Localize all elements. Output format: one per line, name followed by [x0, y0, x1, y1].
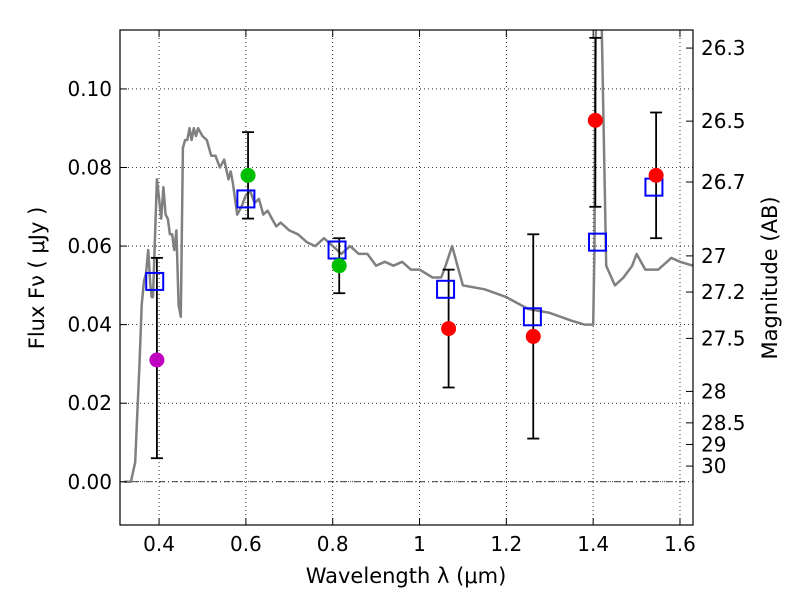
x-tick-label: 1.4	[577, 532, 609, 556]
axes-layer: 0.4 0.6 0.8 1 1.2 1.4 1.6 0.00 0.02 0.04 0.06 0.08 0…	[67, 29, 746, 556]
model-photometry-square	[588, 232, 607, 252]
mag-tick-label: 27	[701, 244, 726, 268]
x-tick-label: 1.6	[664, 532, 696, 556]
mag-tick-label: 30	[701, 454, 726, 478]
model-photometry-square	[522, 307, 542, 327]
y-axis-label: Flux Fν ( μJy )	[25, 207, 49, 350]
x-tick-label: 0.6	[230, 532, 262, 556]
model-photometry-square	[327, 240, 347, 260]
mag-tick-label: 26.3	[701, 36, 746, 60]
x-tick-label: 1.2	[490, 532, 522, 556]
plot-layer	[124, 30, 693, 484]
mag-tick-label: 27.5	[701, 326, 746, 350]
y-axis-right-label: Magnitude (AB)	[758, 196, 782, 359]
sed-model-line	[124, 30, 693, 484]
mag-tick-label: 26.7	[701, 170, 746, 194]
mag-tick-label: 27.2	[701, 280, 746, 304]
x-axis-label: Wavelength λ (μm)	[306, 564, 507, 588]
x-tick-label: 0.4	[143, 532, 175, 556]
model-photometry-square	[436, 279, 456, 299]
model-photometry-square	[236, 189, 256, 209]
y-tick-label: 0.08	[67, 156, 112, 180]
axes-frame	[119, 29, 694, 526]
mag-tick-label: 28	[701, 379, 726, 403]
y-tick-label: 0.00	[67, 470, 112, 494]
observed-point	[587, 112, 603, 128]
y-tick-label: 0.10	[67, 77, 112, 101]
model-photometry-square	[145, 271, 165, 291]
observed-point	[331, 258, 347, 274]
observed-point	[441, 321, 457, 337]
y-tick-label: 0.04	[67, 313, 112, 337]
mag-tick-label: 26.5	[701, 109, 746, 133]
observed-point	[149, 352, 165, 368]
observed-point	[648, 167, 664, 183]
observed-point	[525, 328, 541, 344]
x-tick-label: 0.8	[317, 532, 349, 556]
grid-layer	[120, 30, 693, 525]
y-tick-label: 0.02	[67, 391, 112, 415]
x-tick-label: 1	[413, 532, 426, 556]
mag-tick-label: 28.5	[701, 411, 746, 435]
observed-point	[240, 167, 256, 183]
labels-layer: Wavelength λ (μm) Flux Fν ( μJy ) Magnit…	[25, 196, 782, 588]
mag-tick-label: 29	[701, 432, 726, 456]
y-tick-label: 0.06	[67, 234, 112, 258]
